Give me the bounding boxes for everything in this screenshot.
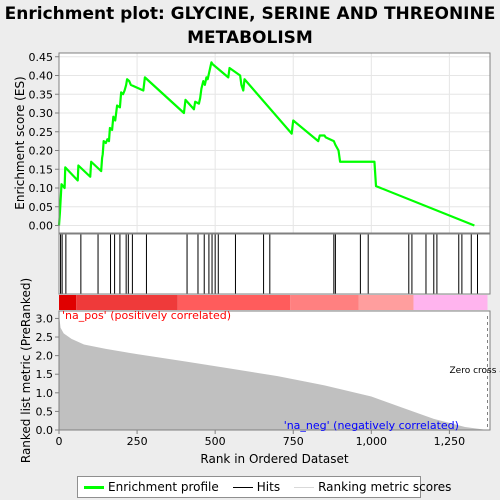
- legend-swatch-enrichment: [84, 485, 104, 489]
- na-neg-label: 'na_neg' (negatively correlated): [284, 419, 459, 432]
- chart-title-line2: METABOLISM: [187, 28, 313, 48]
- ranking-metric-area: [59, 314, 488, 430]
- chart-title-line1: Enrichment plot: GLYCINE, SERINE AND THR…: [4, 4, 496, 24]
- es-ytick-label: 0.10: [29, 182, 54, 195]
- legend-label-hits: Hits: [256, 480, 281, 494]
- es-ytick-label: 0.30: [29, 107, 54, 120]
- rank-ytick-label: 2.0: [36, 350, 54, 363]
- gradient-band-segment: [290, 295, 359, 310]
- zero-cross-label: Zero cross at 1372: [450, 366, 500, 376]
- gradient-band-segment: [358, 295, 414, 310]
- es-ytick-label: 0.40: [29, 70, 54, 83]
- es-ytick-label: 0.15: [29, 163, 54, 176]
- rank-ytick-label: 1.5: [36, 368, 54, 381]
- legend-label-enrichment: Enrichment profile: [108, 480, 219, 494]
- rank-ytick-label: 1.0: [36, 387, 54, 400]
- legend-item-hits: Hits: [232, 480, 281, 494]
- rank-ytick-label: 0.5: [36, 405, 54, 418]
- enrichment-profile-line: [57, 61, 475, 227]
- es-panel-frame: [58, 52, 491, 234]
- es-ytick-label: 0.20: [29, 145, 54, 158]
- es-ytick-label: 0.05: [29, 201, 54, 214]
- legend-swatch-hits: [232, 486, 253, 488]
- na-pos-label: 'na_pos' (positively correlated): [62, 309, 231, 322]
- es-ytick-label: 0.45: [29, 51, 54, 64]
- hits-panel-bg: [59, 234, 490, 294]
- gradient-band-segment: [59, 295, 77, 310]
- legend-item-ranking: Ranking metric scores: [294, 480, 451, 494]
- gradient-band-segment: [76, 295, 178, 310]
- xtick-label: 0: [56, 435, 63, 448]
- rank-ylabel: Ranked list metric (PreRanked): [19, 278, 33, 463]
- legend: Enrichment profile Hits Ranking metric s…: [77, 476, 451, 498]
- es-ytick-label: 0.00: [29, 220, 54, 233]
- rank-ytick-label: 0.0: [36, 424, 54, 437]
- xtick-label: 750: [283, 435, 304, 448]
- xtick-label: 250: [127, 435, 148, 448]
- rank-ytick-label: 3.0: [36, 312, 54, 325]
- gradient-band-segment: [413, 295, 488, 310]
- xtick-label: 500: [205, 435, 226, 448]
- xtick-label: 1,250: [434, 435, 466, 448]
- es-ytick-label: 0.35: [29, 88, 54, 101]
- legend-label-ranking: Ranking metric scores: [318, 480, 452, 494]
- xlabel: Rank in Ordered Dataset: [200, 452, 348, 466]
- es-ylabel: Enrichment score (ES): [13, 76, 27, 209]
- es-ytick-label: 0.25: [29, 126, 54, 139]
- xtick-label: 1,000: [356, 435, 388, 448]
- legend-swatch-ranking: [294, 486, 315, 488]
- legend-item-enrichment: Enrichment profile: [84, 480, 219, 494]
- gradient-band-segment: [177, 295, 291, 310]
- hits-panel-frame: [58, 233, 491, 295]
- rank-ytick-label: 2.5: [36, 331, 54, 344]
- ranking-panel-frame: [58, 310, 491, 431]
